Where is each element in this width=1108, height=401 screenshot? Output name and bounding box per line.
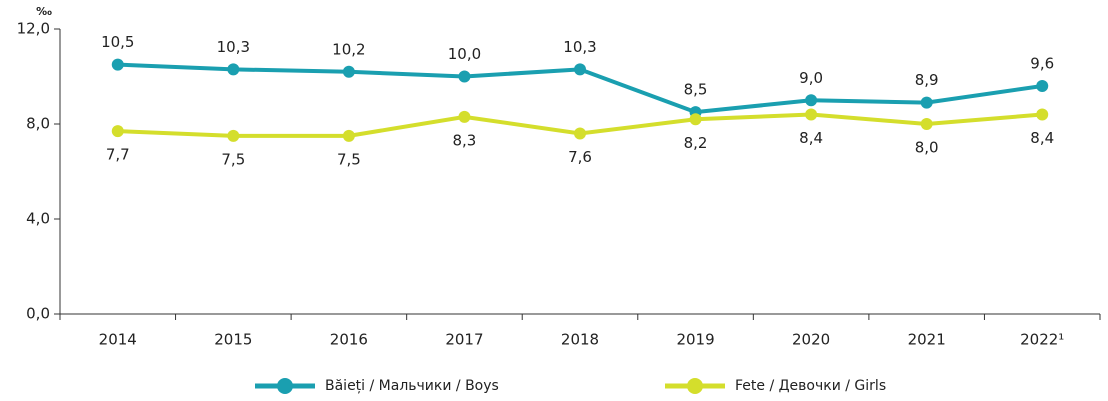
data-label: 9,0 <box>799 69 823 87</box>
x-tick-label: 2022¹ <box>1020 331 1064 349</box>
data-label: 10,2 <box>332 40 365 58</box>
x-tick-label: 2020 <box>792 331 830 349</box>
point <box>689 113 702 126</box>
point <box>805 108 818 121</box>
legend-marker <box>277 378 293 394</box>
y-axis-unit: ‰ <box>36 5 52 18</box>
point <box>458 70 471 83</box>
legend-label: Fete / Девочки / Girls <box>735 378 886 394</box>
point <box>458 110 471 123</box>
point <box>1036 108 1049 121</box>
data-label: 8,9 <box>915 71 939 89</box>
x-tick-label: 2014 <box>99 331 137 349</box>
data-label: 7,5 <box>221 150 245 168</box>
data-label: 7,6 <box>568 148 592 166</box>
y-tick-label: 12,0 <box>17 20 50 38</box>
x-tick-label: 2019 <box>676 331 714 349</box>
point <box>574 127 586 140</box>
x-tick-label: 2016 <box>330 331 368 349</box>
point <box>227 129 240 142</box>
point <box>342 129 355 142</box>
data-label: 7,5 <box>337 150 361 168</box>
data-label: 8,4 <box>1030 129 1054 147</box>
y-tick-label: 0,0 <box>26 305 50 323</box>
point <box>920 96 933 109</box>
point <box>111 125 124 138</box>
y-tick-label: 4,0 <box>26 210 50 228</box>
data-label: 10,0 <box>448 45 481 63</box>
y-tick-label: 8,0 <box>26 115 50 133</box>
point <box>227 63 240 76</box>
data-label: 8,2 <box>684 134 708 152</box>
x-tick-label: 2021 <box>908 331 946 349</box>
data-label: 10,3 <box>217 38 250 56</box>
x-tick-label: 2015 <box>214 331 252 349</box>
point <box>1036 80 1049 92</box>
data-label: 10,3 <box>563 38 596 56</box>
point <box>920 118 933 130</box>
point <box>805 94 818 107</box>
legend-marker <box>687 378 703 394</box>
point <box>111 58 124 71</box>
legend-label: Băieți / Мальчики / Boys <box>325 378 499 394</box>
data-label: 8,0 <box>915 139 939 157</box>
data-label: 8,3 <box>453 131 477 149</box>
data-label: 7,7 <box>106 146 130 164</box>
data-label: 8,5 <box>684 81 708 99</box>
data-label: 10,5 <box>101 33 134 51</box>
x-tick-label: 2017 <box>445 331 483 349</box>
x-tick-label: 2018 <box>561 331 599 349</box>
point <box>342 65 355 78</box>
data-label: 9,6 <box>1030 55 1054 73</box>
point <box>574 63 586 76</box>
data-label: 8,4 <box>799 129 823 147</box>
